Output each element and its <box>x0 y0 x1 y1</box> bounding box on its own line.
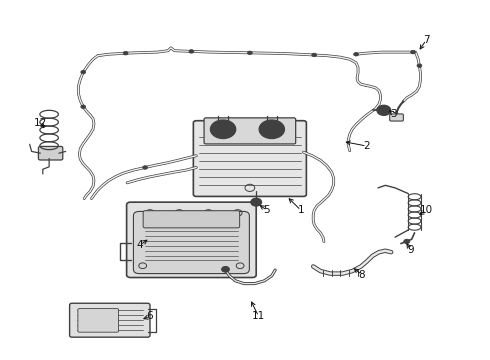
FancyBboxPatch shape <box>204 118 295 144</box>
Text: 5: 5 <box>264 205 270 215</box>
Circle shape <box>217 125 229 134</box>
Circle shape <box>123 51 128 55</box>
Circle shape <box>259 120 285 139</box>
Text: 9: 9 <box>407 245 414 255</box>
Circle shape <box>380 108 387 113</box>
Circle shape <box>354 53 359 56</box>
Circle shape <box>417 64 422 67</box>
Circle shape <box>81 105 86 109</box>
Circle shape <box>312 53 317 57</box>
FancyBboxPatch shape <box>390 114 403 121</box>
FancyBboxPatch shape <box>126 202 256 278</box>
Text: 11: 11 <box>252 311 265 321</box>
FancyBboxPatch shape <box>143 211 240 228</box>
Text: 12: 12 <box>34 118 47 128</box>
Circle shape <box>221 266 229 272</box>
Circle shape <box>251 198 262 206</box>
FancyBboxPatch shape <box>133 211 249 274</box>
Circle shape <box>254 201 259 204</box>
FancyBboxPatch shape <box>194 121 306 197</box>
Text: 8: 8 <box>359 270 365 280</box>
Circle shape <box>247 51 252 55</box>
Text: 1: 1 <box>298 205 304 215</box>
Text: 2: 2 <box>364 141 370 151</box>
Circle shape <box>266 125 278 134</box>
FancyBboxPatch shape <box>78 309 119 332</box>
Circle shape <box>404 239 410 244</box>
Text: 10: 10 <box>419 205 433 215</box>
Text: 4: 4 <box>137 240 144 250</box>
Circle shape <box>210 120 236 139</box>
Circle shape <box>143 166 147 169</box>
Circle shape <box>411 50 416 54</box>
Circle shape <box>377 105 391 115</box>
FancyBboxPatch shape <box>38 147 63 160</box>
Circle shape <box>189 50 194 53</box>
Text: 3: 3 <box>391 109 397 119</box>
Text: 7: 7 <box>423 35 430 45</box>
Circle shape <box>81 70 86 74</box>
FancyBboxPatch shape <box>70 303 150 337</box>
Text: 6: 6 <box>147 311 153 321</box>
